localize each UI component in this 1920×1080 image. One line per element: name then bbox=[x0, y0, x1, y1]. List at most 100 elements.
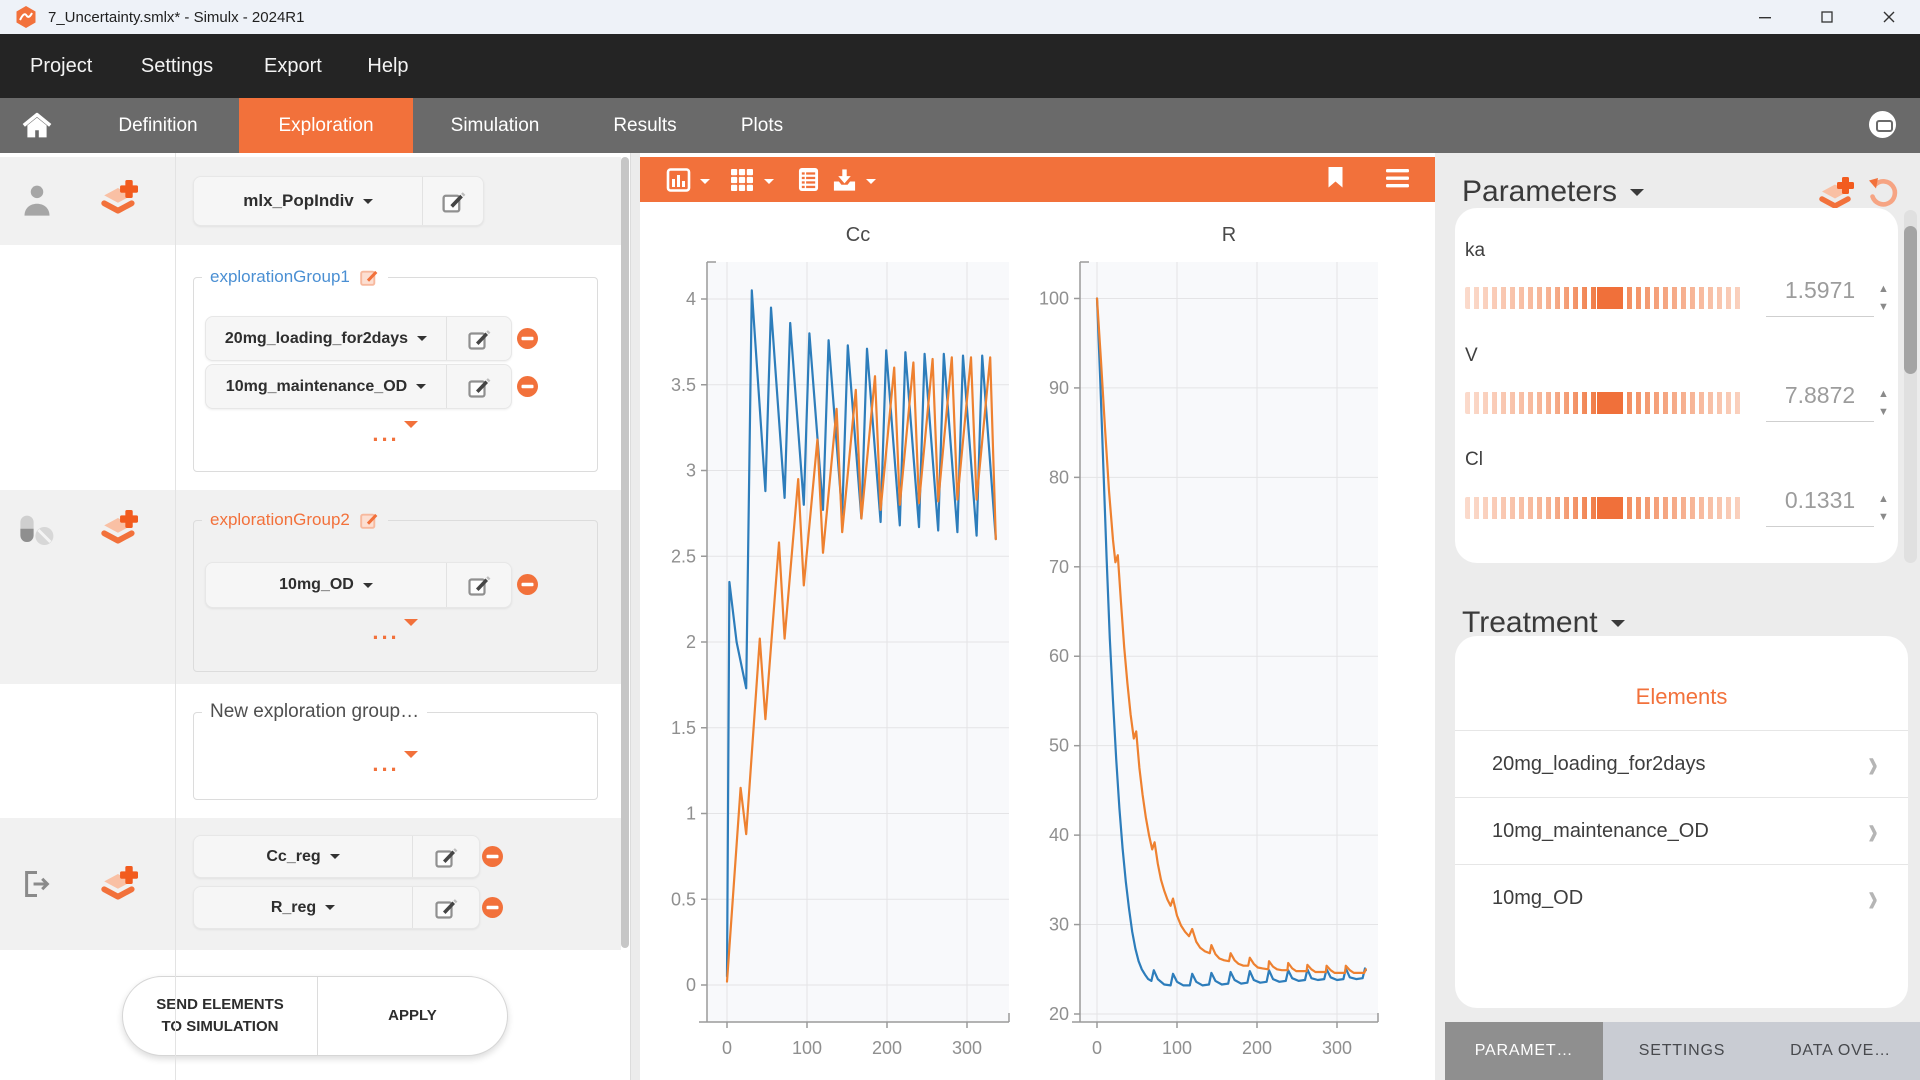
regressor-dropdown[interactable]: R_reg bbox=[194, 887, 412, 928]
stepper-up-icon[interactable]: ▲ bbox=[1878, 388, 1889, 400]
svg-text:1: 1 bbox=[686, 804, 696, 824]
treatment-element-row[interactable]: 20mg_loading_for2days › bbox=[1455, 730, 1908, 798]
sidebar-scrollbar[interactable] bbox=[621, 157, 629, 948]
treatment-remove-button[interactable] bbox=[516, 375, 539, 398]
add-output-button[interactable] bbox=[100, 865, 138, 903]
tab-settings-bottom[interactable]: SETTINGS bbox=[1603, 1022, 1761, 1080]
reset-parameters-button[interactable] bbox=[1866, 176, 1900, 210]
bookmark-icon bbox=[1328, 167, 1343, 188]
param-value-ka[interactable]: 1.5971 bbox=[1766, 277, 1874, 317]
treatment-header-dropdown[interactable]: Treatment bbox=[1462, 605, 1625, 641]
remove-icon bbox=[517, 328, 538, 349]
treatment-remove-button[interactable] bbox=[516, 573, 539, 596]
treatment-edit-button[interactable] bbox=[446, 365, 511, 408]
treatment-dropdown[interactable]: 10mg_OD bbox=[206, 563, 446, 607]
regressor-edit-button[interactable] bbox=[412, 836, 479, 877]
remove-icon bbox=[482, 846, 503, 867]
bookmark-button[interactable] bbox=[1328, 167, 1343, 193]
model-selector-group: mlx_PopIndiv bbox=[193, 176, 484, 226]
tab-definition[interactable]: Definition bbox=[118, 115, 198, 136]
edit-icon[interactable] bbox=[359, 509, 380, 530]
close-icon bbox=[1883, 11, 1895, 23]
chart-type-button[interactable] bbox=[666, 168, 691, 197]
edit-icon bbox=[468, 576, 491, 596]
treatment-dropdown[interactable]: 10mg_maintenance_OD bbox=[206, 365, 446, 408]
tab-exploration[interactable]: Exploration bbox=[239, 98, 413, 153]
param-slider-v[interactable] bbox=[1465, 392, 1742, 414]
new-group-add-element-dropdown[interactable]: ... bbox=[355, 751, 435, 777]
param-slider-cl[interactable] bbox=[1465, 497, 1742, 519]
param-label-cl: Cl bbox=[1465, 449, 1483, 470]
data-table-button[interactable] bbox=[798, 167, 819, 197]
svg-text:80: 80 bbox=[1049, 467, 1069, 487]
stepper-down-icon[interactable]: ▼ bbox=[1878, 406, 1889, 418]
send-elements-button[interactable]: SEND ELEMENTS TO SIMULATION bbox=[123, 977, 318, 1055]
tab-home[interactable] bbox=[20, 111, 54, 141]
param-value-v[interactable]: 7.8872 bbox=[1766, 382, 1874, 422]
treatment-dropdown[interactable]: 20mg_loading_for2days bbox=[206, 317, 446, 360]
model-selector-dropdown[interactable]: mlx_PopIndiv bbox=[194, 177, 422, 225]
tab-plots[interactable]: Plots bbox=[740, 115, 784, 136]
add-treatment-button[interactable] bbox=[100, 509, 138, 547]
exploration-group-2: explorationGroup2 bbox=[193, 509, 598, 672]
regressor-remove-button[interactable] bbox=[481, 896, 504, 919]
plot-menu-button[interactable] bbox=[1386, 169, 1409, 193]
tab-results[interactable]: Results bbox=[613, 115, 677, 136]
group1-add-element-dropdown[interactable]: ... bbox=[355, 421, 435, 447]
individual-icon bbox=[24, 185, 50, 216]
regressor-dropdown[interactable]: Cc_reg bbox=[194, 836, 412, 877]
caret-down-icon[interactable] bbox=[764, 179, 774, 189]
parameters-scrollbar-thumb[interactable] bbox=[1904, 226, 1917, 374]
add-parameter-element-button[interactable] bbox=[1818, 176, 1854, 212]
layout-grid-button[interactable] bbox=[730, 168, 754, 197]
tab-data-overview-bottom[interactable]: DATA OVE… bbox=[1761, 1022, 1920, 1080]
param-value-cl[interactable]: 0.1331 bbox=[1766, 487, 1874, 527]
regressor-row-2: R_reg bbox=[193, 886, 480, 929]
menu-export[interactable]: Export bbox=[264, 55, 322, 77]
minimize-button[interactable] bbox=[1734, 0, 1796, 34]
edit-icon[interactable] bbox=[359, 266, 380, 287]
regressor-edit-button[interactable] bbox=[412, 887, 479, 928]
parameters-header-dropdown[interactable]: Parameters bbox=[1462, 174, 1645, 210]
menu-icon bbox=[1386, 169, 1409, 188]
menu-help[interactable]: Help bbox=[367, 55, 409, 77]
maximize-button[interactable] bbox=[1796, 0, 1858, 34]
plot-title-r: R bbox=[1221, 224, 1237, 246]
treatment-remove-button[interactable] bbox=[516, 327, 539, 350]
param-slider-ka[interactable] bbox=[1465, 287, 1742, 309]
group2-treatment-row-1: 10mg_OD bbox=[205, 562, 512, 608]
model-edit-button[interactable] bbox=[422, 177, 483, 225]
tab-parameters-bottom[interactable]: PARAMET… bbox=[1445, 1022, 1603, 1080]
menu-project[interactable]: Project bbox=[30, 55, 93, 77]
chevron-right-icon: › bbox=[1868, 740, 1878, 787]
param-stepper-cl: ▲ ▼ bbox=[1878, 494, 1889, 523]
simulx-app-icon bbox=[16, 6, 36, 28]
stepper-up-icon[interactable]: ▲ bbox=[1878, 493, 1889, 505]
tab-simulation[interactable]: Simulation bbox=[450, 115, 540, 136]
export-download-button[interactable] bbox=[832, 168, 857, 197]
close-button[interactable] bbox=[1858, 0, 1920, 34]
add-individual-button[interactable] bbox=[100, 179, 138, 217]
stepper-down-icon[interactable]: ▼ bbox=[1878, 511, 1889, 523]
svg-text:300: 300 bbox=[1322, 1038, 1352, 1058]
assistant-button[interactable] bbox=[1869, 111, 1896, 138]
stepper-up-icon[interactable]: ▲ bbox=[1878, 283, 1889, 295]
caret-down-icon bbox=[417, 336, 428, 346]
add-element-icon bbox=[101, 510, 138, 544]
caret-down-icon[interactable] bbox=[700, 179, 710, 189]
menu-settings[interactable]: Settings bbox=[140, 55, 214, 77]
treatment-edit-button[interactable] bbox=[446, 317, 511, 360]
treatment-edit-button[interactable] bbox=[446, 563, 511, 607]
regressor-remove-button[interactable] bbox=[481, 845, 504, 868]
apply-button[interactable]: APPLY bbox=[388, 1006, 437, 1024]
treatment-element-row[interactable]: 10mg_OD › bbox=[1455, 864, 1908, 932]
caret-down-icon[interactable] bbox=[866, 179, 876, 189]
treatment-element-row[interactable]: 10mg_maintenance_OD › bbox=[1455, 797, 1908, 865]
caret-down-icon bbox=[329, 854, 340, 864]
stepper-down-icon[interactable]: ▼ bbox=[1878, 301, 1889, 313]
group2-add-element-dropdown[interactable]: ... bbox=[355, 619, 435, 645]
caret-down-icon bbox=[1610, 620, 1625, 634]
svg-text:30: 30 bbox=[1049, 915, 1069, 935]
